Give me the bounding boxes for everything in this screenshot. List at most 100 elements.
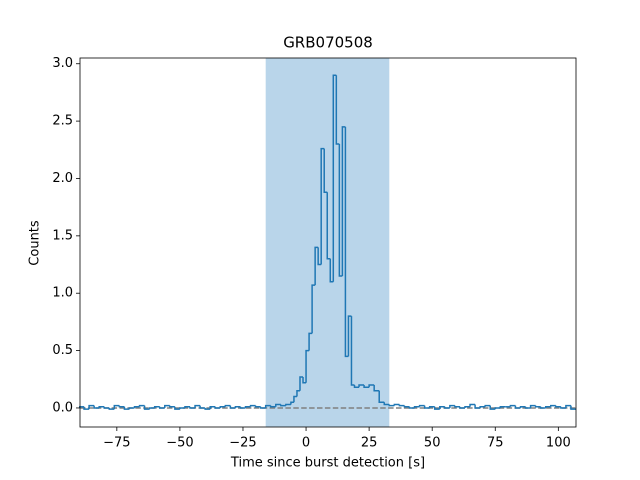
step-segment bbox=[534, 405, 541, 408]
step-segment bbox=[93, 405, 100, 409]
step-segment bbox=[388, 404, 395, 407]
x-tick-label: 50 bbox=[424, 436, 441, 451]
step-segment bbox=[194, 404, 201, 408]
step-segment bbox=[244, 406, 251, 408]
step-segment bbox=[408, 406, 415, 409]
x-tick-label: 100 bbox=[546, 436, 571, 451]
step-segment bbox=[259, 406, 266, 409]
step-segment bbox=[499, 406, 506, 408]
step-segment bbox=[148, 407, 155, 410]
step-segment bbox=[239, 406, 246, 409]
step-segment bbox=[199, 405, 206, 409]
step-segment bbox=[299, 376, 304, 391]
step-segment bbox=[275, 403, 281, 407]
step-segment bbox=[219, 406, 226, 408]
step-segment bbox=[344, 126, 349, 358]
step-segment bbox=[353, 385, 360, 389]
plot-frame bbox=[79, 57, 577, 428]
step-segment bbox=[341, 126, 346, 277]
step-segment bbox=[358, 384, 365, 388]
step-segment bbox=[454, 405, 460, 408]
step-segment bbox=[413, 406, 420, 408]
step-segment bbox=[254, 405, 261, 408]
step-segment bbox=[138, 404, 145, 407]
step-segment bbox=[204, 407, 211, 410]
step-segment bbox=[293, 395, 297, 403]
step-segment bbox=[459, 406, 465, 409]
step-segment bbox=[108, 407, 115, 410]
step-segment bbox=[174, 406, 180, 410]
step-segment bbox=[539, 406, 546, 409]
step-segment bbox=[234, 406, 241, 408]
step-segment bbox=[464, 406, 471, 408]
step-segment bbox=[479, 406, 486, 408]
step-segment bbox=[158, 406, 165, 409]
step-segment bbox=[347, 315, 352, 357]
step-segment bbox=[249, 404, 256, 407]
step-segment bbox=[494, 407, 501, 410]
step-segment bbox=[88, 404, 95, 410]
step-segment bbox=[103, 406, 110, 409]
step-segment bbox=[350, 316, 355, 386]
step-segment bbox=[544, 406, 551, 408]
step-segment bbox=[378, 390, 385, 403]
y-tick-label: 1.0 bbox=[52, 286, 73, 301]
step-segment bbox=[565, 404, 571, 408]
y-tick-label: 2.0 bbox=[52, 171, 73, 186]
step-segment bbox=[489, 405, 496, 410]
step-segment bbox=[317, 247, 322, 266]
x-tick-label: 25 bbox=[361, 436, 378, 451]
step-segment bbox=[184, 406, 190, 408]
step-segment bbox=[153, 406, 160, 408]
step-segment bbox=[302, 376, 307, 384]
step-segment bbox=[329, 258, 334, 283]
step-segment bbox=[529, 404, 536, 408]
step-segment bbox=[98, 406, 105, 408]
step-segment bbox=[214, 406, 221, 409]
step-segment bbox=[428, 406, 435, 408]
x-tick-label: −50 bbox=[166, 436, 193, 451]
step-segment bbox=[509, 404, 516, 407]
y-tick-label: 0.5 bbox=[52, 343, 73, 358]
step-segment bbox=[314, 246, 319, 286]
y-tick-label: 3.0 bbox=[52, 56, 73, 71]
step-segment bbox=[433, 406, 440, 410]
step-segment bbox=[290, 401, 294, 405]
step-segment bbox=[280, 404, 286, 407]
step-segment bbox=[555, 405, 561, 408]
step-segment bbox=[338, 144, 343, 277]
step-segment bbox=[296, 389, 300, 397]
step-segment bbox=[113, 404, 120, 410]
chart-title: GRB070508 bbox=[283, 34, 373, 52]
step-segment bbox=[229, 405, 236, 409]
x-tick-label: −25 bbox=[229, 436, 256, 451]
x-tick-label: 0 bbox=[302, 436, 310, 451]
step-segment bbox=[305, 349, 310, 383]
step-segment bbox=[311, 284, 316, 334]
y-tick-label: 1.5 bbox=[52, 228, 73, 243]
step-segment bbox=[383, 402, 390, 406]
step-segment bbox=[332, 74, 337, 282]
x-tick-label: 75 bbox=[487, 436, 504, 451]
step-segment bbox=[335, 75, 340, 145]
step-segment bbox=[269, 405, 276, 408]
step-segment bbox=[570, 405, 576, 410]
step-segment bbox=[514, 405, 521, 409]
step-segment bbox=[118, 405, 125, 408]
step-segment bbox=[524, 406, 531, 409]
step-segment bbox=[143, 405, 150, 410]
step-segment bbox=[189, 406, 196, 409]
step-segment bbox=[285, 403, 291, 406]
step-segment bbox=[326, 192, 331, 260]
y-tick-label: 0.0 bbox=[52, 400, 73, 415]
step-segment bbox=[209, 406, 216, 410]
step-segment bbox=[444, 406, 450, 409]
step-segment bbox=[133, 406, 140, 408]
step-segment bbox=[550, 404, 556, 407]
step-segment bbox=[423, 405, 430, 409]
step-segment bbox=[560, 406, 566, 409]
step-segment bbox=[449, 404, 455, 408]
step-segment bbox=[439, 406, 445, 410]
step-segment bbox=[83, 406, 90, 410]
